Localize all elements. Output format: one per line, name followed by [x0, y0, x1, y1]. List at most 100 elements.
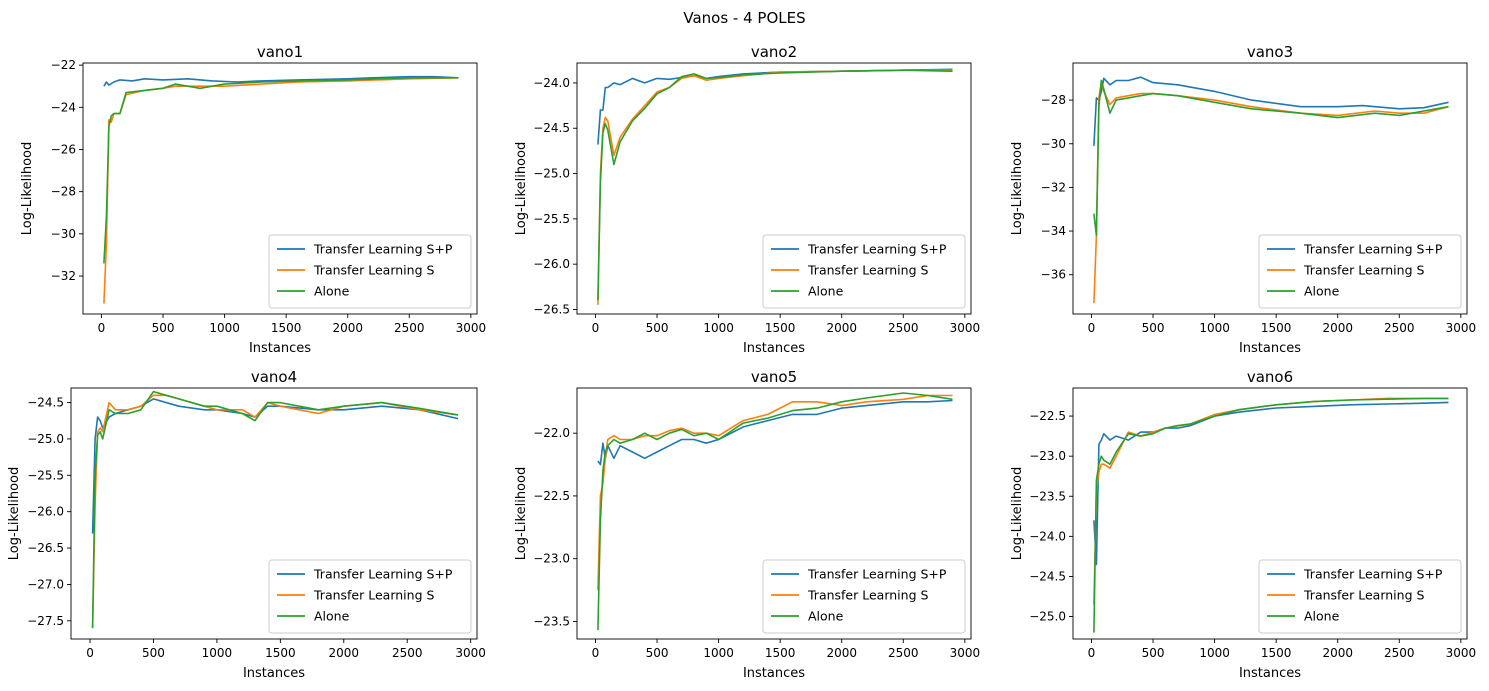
x-tick-label: 1500 [765, 321, 796, 335]
series-line-1 [91, 398, 459, 534]
y-tick-label: −34 [1041, 224, 1066, 238]
x-tick-label: 1000 [703, 646, 734, 660]
series-line-1 [597, 68, 953, 145]
legend-label: Alone [808, 284, 844, 299]
legend-label: Alone [1304, 284, 1340, 299]
plot-frame [1072, 387, 1468, 640]
x-tick-label: 3000 [455, 646, 486, 660]
subplot-grid: vano1 0 500 1000 1500 2000 2500 3000 −32 −30 −28 −2… [7, 43, 1476, 681]
y-tick-label: −32 [1041, 180, 1066, 194]
x-tick-label: 1000 [202, 646, 233, 660]
x-tick-label: 1500 [271, 321, 302, 335]
legend-label: Transfer Learning S [313, 588, 434, 603]
legend-label: Transfer Learning S+P [1303, 242, 1443, 257]
y-tick-label: −24.0 [1029, 529, 1066, 543]
legend-label: Transfer Learning S+P [1303, 567, 1443, 582]
x-tick-label: 3000 [1446, 321, 1477, 335]
figure-title: Vanos - 4 POLES [683, 9, 805, 27]
y-tick-label: −27.5 [27, 614, 64, 628]
y-tick-label: −32 [51, 269, 76, 283]
y-tick-label: −24 [51, 100, 76, 114]
legend-box [762, 559, 966, 634]
y-axis-label: Log-Likelihood [7, 467, 22, 560]
legend-label: Alone [314, 284, 350, 299]
x-tick-label: 2500 [1384, 646, 1415, 660]
legend-box [1258, 234, 1462, 309]
subplot-4: vano4 0 500 1000 1500 2000 2500 3000 −27.5 −27.0 −… [7, 368, 486, 681]
x-tick-label: 500 [646, 321, 669, 335]
x-tick-label: 2000 [826, 646, 857, 660]
legend: Transfer Learning S+P Transfer Learning S… [1258, 234, 1462, 309]
subplot-3: vano3 0 500 1000 1500 2000 2500 3000 −36 −34 −32 −3… [1010, 43, 1476, 356]
x-tick-label: 0 [86, 646, 94, 660]
legend-box [268, 559, 472, 634]
legend: Transfer Learning S+P Transfer Learning S… [268, 234, 472, 309]
y-tick-label: −22 [51, 58, 76, 72]
legend-box [268, 234, 472, 309]
x-tick-label: 500 [142, 646, 165, 660]
y-tick-label: −25.0 [27, 432, 64, 446]
y-axis-label: Log-Likelihood [1010, 142, 1025, 235]
y-tick-label: −26.5 [533, 302, 570, 316]
y-tick-label: −25.5 [27, 468, 64, 482]
plot-frame [576, 62, 972, 315]
y-tick-label: −24.0 [533, 76, 570, 90]
y-tick-label: −25.0 [533, 167, 570, 181]
series-line-3 [1093, 79, 1449, 237]
subplot-5: vano5 0 500 1000 1500 2000 2500 3000 −23.5 −23.0 −… [514, 368, 980, 681]
x-tick-label: 1000 [1199, 646, 1230, 660]
legend-label: Alone [808, 609, 844, 624]
legend: Transfer Learning S+P Transfer Learning S… [762, 234, 966, 309]
x-tick-label: 3000 [1446, 646, 1477, 660]
x-tick-label: 1000 [703, 321, 734, 335]
y-tick-label: −28 [1041, 93, 1066, 107]
series-line-3 [91, 390, 459, 629]
x-tick-label: 500 [1142, 321, 1165, 335]
legend-label: Transfer Learning S+P [313, 242, 453, 257]
legend: Transfer Learning S+P Transfer Learning S… [762, 559, 966, 634]
x-tick-label: 2500 [888, 321, 919, 335]
y-axis-label: Log-Likelihood [514, 467, 529, 560]
y-axis-label: Log-Likelihood [20, 142, 35, 235]
x-axis-label: Instances [1239, 666, 1301, 681]
y-tick-label: −36 [1041, 268, 1066, 282]
x-tick-label: 0 [592, 321, 600, 335]
x-axis-label: Instances [743, 666, 805, 681]
y-tick-label: −25.0 [1029, 610, 1066, 624]
series-line-3 [103, 77, 459, 264]
x-tick-label: 1500 [765, 646, 796, 660]
subplot-title: vano5 [751, 368, 797, 386]
x-tick-label: 500 [152, 321, 175, 335]
legend-label: Transfer Learning S [313, 263, 434, 278]
series-group [1093, 76, 1449, 304]
legend-box [762, 234, 966, 309]
y-tick-label: −24.5 [1029, 569, 1066, 583]
y-tick-label: −24.5 [533, 121, 570, 135]
y-tick-label: −27.0 [27, 577, 64, 591]
x-tick-label: 2500 [394, 321, 425, 335]
subplot-title: vano6 [1247, 368, 1293, 386]
y-tick-label: −22.0 [533, 426, 570, 440]
legend-label: Transfer Learning S+P [313, 567, 453, 582]
series-group [597, 68, 953, 305]
legend-label: Alone [314, 609, 350, 624]
x-tick-label: 2000 [332, 321, 363, 335]
legend-label: Transfer Learning S [1303, 588, 1424, 603]
subplot-6: vano6 0 500 1000 1500 2000 2500 3000 −25.0 −24.5 −… [1010, 368, 1476, 681]
legend: Transfer Learning S+P Transfer Learning S… [268, 559, 472, 634]
x-tick-label: 2500 [888, 646, 919, 660]
x-tick-label: 500 [1142, 646, 1165, 660]
subplot-1: vano1 0 500 1000 1500 2000 2500 3000 −32 −30 −28 −2… [20, 43, 486, 356]
y-tick-label: −22.5 [1029, 409, 1066, 423]
subplot-2: vano2 0 500 1000 1500 2000 2500 3000 −26.5 −26.0 −… [514, 43, 980, 356]
x-tick-label: 2000 [1322, 321, 1353, 335]
series-line-1 [103, 75, 459, 87]
x-axis-label: Instances [743, 341, 805, 356]
legend-label: Transfer Learning S [807, 263, 928, 278]
x-tick-label: 3000 [950, 321, 981, 335]
legend-label: Transfer Learning S+P [807, 567, 947, 582]
x-tick-label: 0 [98, 321, 106, 335]
x-tick-label: 2000 [329, 646, 360, 660]
legend-label: Transfer Learning S+P [807, 242, 947, 257]
